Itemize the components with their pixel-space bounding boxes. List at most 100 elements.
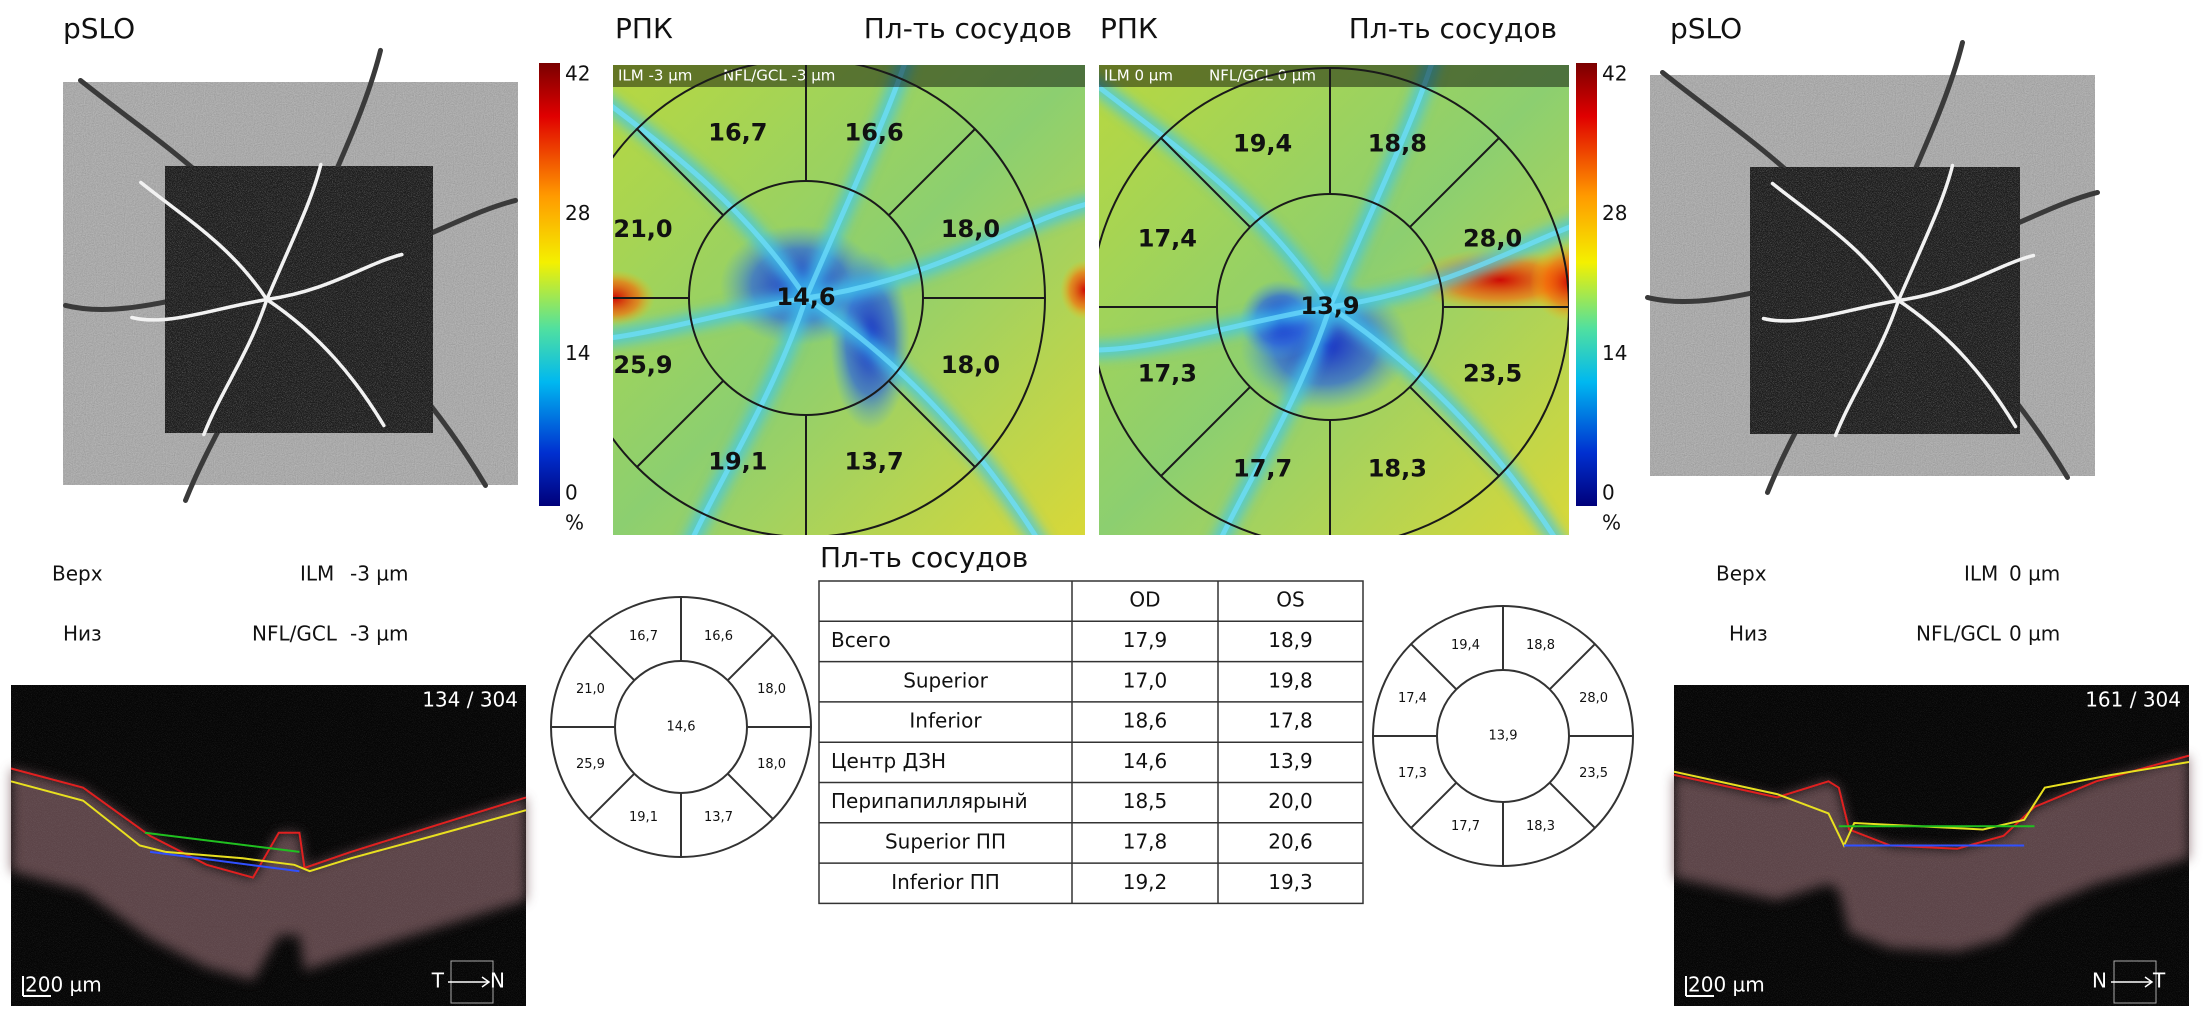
sector-value: 16,7 <box>708 119 767 147</box>
layer-bottom-offset: 0 µm <box>2009 622 2060 646</box>
angio-vessels <box>1761 163 2036 438</box>
angio-vessel <box>265 297 386 428</box>
layer-bottom-name: NFL/GCL <box>252 622 338 646</box>
diagram-value: 18,8 <box>1526 638 1555 653</box>
bscan-noise <box>11 685 526 1006</box>
slo-title: pSLO <box>63 12 135 45</box>
table-header: OS <box>1276 588 1304 612</box>
colorbar-tick-label: 0 <box>1602 481 1615 505</box>
diagram-value: 18,0 <box>757 757 786 772</box>
sector-value: 21,0 <box>613 215 672 243</box>
colorbar <box>1576 63 1597 506</box>
colorbar-tick-label: 42 <box>565 62 590 86</box>
diagram-value: 17,7 <box>1451 819 1480 834</box>
layer-bottom-label: Низ <box>63 622 102 646</box>
direction-from: T <box>431 969 445 993</box>
layer-top-name: ILM <box>1964 562 1998 586</box>
slo-title: pSLO <box>1670 12 1742 45</box>
diagram-value: 19,1 <box>629 810 658 825</box>
table-cell: 17,0 <box>1123 668 1168 692</box>
sector-divider <box>888 128 976 216</box>
sector-value: 28,0 <box>1463 225 1522 253</box>
diagram-divider <box>1548 643 1596 691</box>
angio-vessels <box>130 162 404 437</box>
angio-texture <box>165 166 433 433</box>
map-vessels-sharp <box>1099 65 1569 535</box>
table-cell: 20,6 <box>1268 829 1313 853</box>
table-cell: 19,2 <box>1123 870 1168 894</box>
map-title: РПК <box>615 12 673 45</box>
map-vessel <box>803 65 907 301</box>
angio-vessel <box>265 252 404 302</box>
layer-top-offset: 0 µm <box>2009 562 2060 586</box>
angio-vessel <box>1833 298 1901 438</box>
layer-top-label: Верх <box>52 562 103 586</box>
map-vessel <box>691 295 809 535</box>
map-vessel <box>803 295 1038 535</box>
angio-vessel <box>1761 298 1901 323</box>
angio-vessel <box>1896 253 2036 303</box>
angio-vessel <box>265 162 323 302</box>
scale-label: 200 µm <box>25 973 102 997</box>
diagram-divider <box>1410 781 1458 829</box>
diagram-value: 17,3 <box>1398 766 1427 781</box>
diagram-divider <box>1548 781 1596 829</box>
table-row-label: Перипапиллярынй <box>831 789 1028 813</box>
diagram-value: 19,4 <box>1451 638 1480 653</box>
map-overlay-label: NFL/GCL -3 µm <box>723 67 835 85</box>
angio-vessel <box>130 297 269 322</box>
table-cell: 13,9 <box>1268 749 1313 773</box>
sector-value: 18,3 <box>1368 455 1427 483</box>
sector-value: 19,4 <box>1233 129 1292 157</box>
map-overlay-label: ILM 0 µm <box>1104 67 1173 85</box>
diagram-value: 21,0 <box>576 682 605 697</box>
table-title: Пл-ть сосудов <box>820 541 1028 574</box>
table-row-label: Superior ПП <box>885 829 1006 853</box>
map-subtitle: Пл-ть сосудов <box>1349 12 1557 45</box>
sector-value: 18,8 <box>1368 129 1427 157</box>
sector-value: 17,7 <box>1233 455 1292 483</box>
diagram-value: 25,9 <box>576 757 605 772</box>
direction-to: N <box>490 969 505 993</box>
table-header: OD <box>1129 588 1160 612</box>
diagram-value: 13,7 <box>704 810 733 825</box>
sector-divider <box>888 380 976 468</box>
sector-value: 17,3 <box>1138 359 1197 387</box>
direction-arrowhead <box>2144 976 2154 988</box>
angio-vessel <box>1896 298 2018 429</box>
diagram-divider <box>726 634 774 682</box>
high-density-area <box>1410 248 1569 312</box>
density-map: ILM -3 µm NFL/GCL -3 µm 16,7 16,6 18,0 18,0 13… <box>613 65 1085 535</box>
sector-divider <box>1409 137 1500 228</box>
sector-value: 18,0 <box>941 215 1000 243</box>
sector-divider <box>1409 386 1500 477</box>
table-cell: 17,8 <box>1268 709 1313 733</box>
direction-from: N <box>2092 969 2107 993</box>
diagram-divider <box>1410 643 1458 691</box>
bscan-index: 161 / 304 <box>2085 688 2181 712</box>
diagram-divider <box>726 772 774 820</box>
bscan-index: 134 / 304 <box>422 688 518 712</box>
map-vessel <box>1219 304 1333 535</box>
map-vessel <box>1327 224 1569 310</box>
diagram-value: 16,7 <box>629 629 658 644</box>
diagram-value: 18,0 <box>757 682 786 697</box>
angio-vessel <box>1896 163 1955 303</box>
table-row-label: Центр ДЗН <box>831 749 946 773</box>
sector-value: 19,1 <box>708 447 767 475</box>
table-cell: 19,8 <box>1268 668 1313 692</box>
diagram-value: 18,3 <box>1526 819 1555 834</box>
colorbar-tick-label: 14 <box>1602 341 1627 365</box>
map-vessel <box>803 202 1085 301</box>
table-cell: 17,9 <box>1123 628 1168 652</box>
direction-arrowhead <box>481 976 491 988</box>
bscan-boundary <box>10 767 527 879</box>
table-cell: 17,8 <box>1123 829 1168 853</box>
sector-value: 18,0 <box>941 351 1000 379</box>
map-vessel <box>1099 84 1333 310</box>
bscan-boundary <box>149 850 300 873</box>
diagram-value: 17,4 <box>1398 691 1427 706</box>
colorbar-tick-label: 28 <box>565 201 590 225</box>
